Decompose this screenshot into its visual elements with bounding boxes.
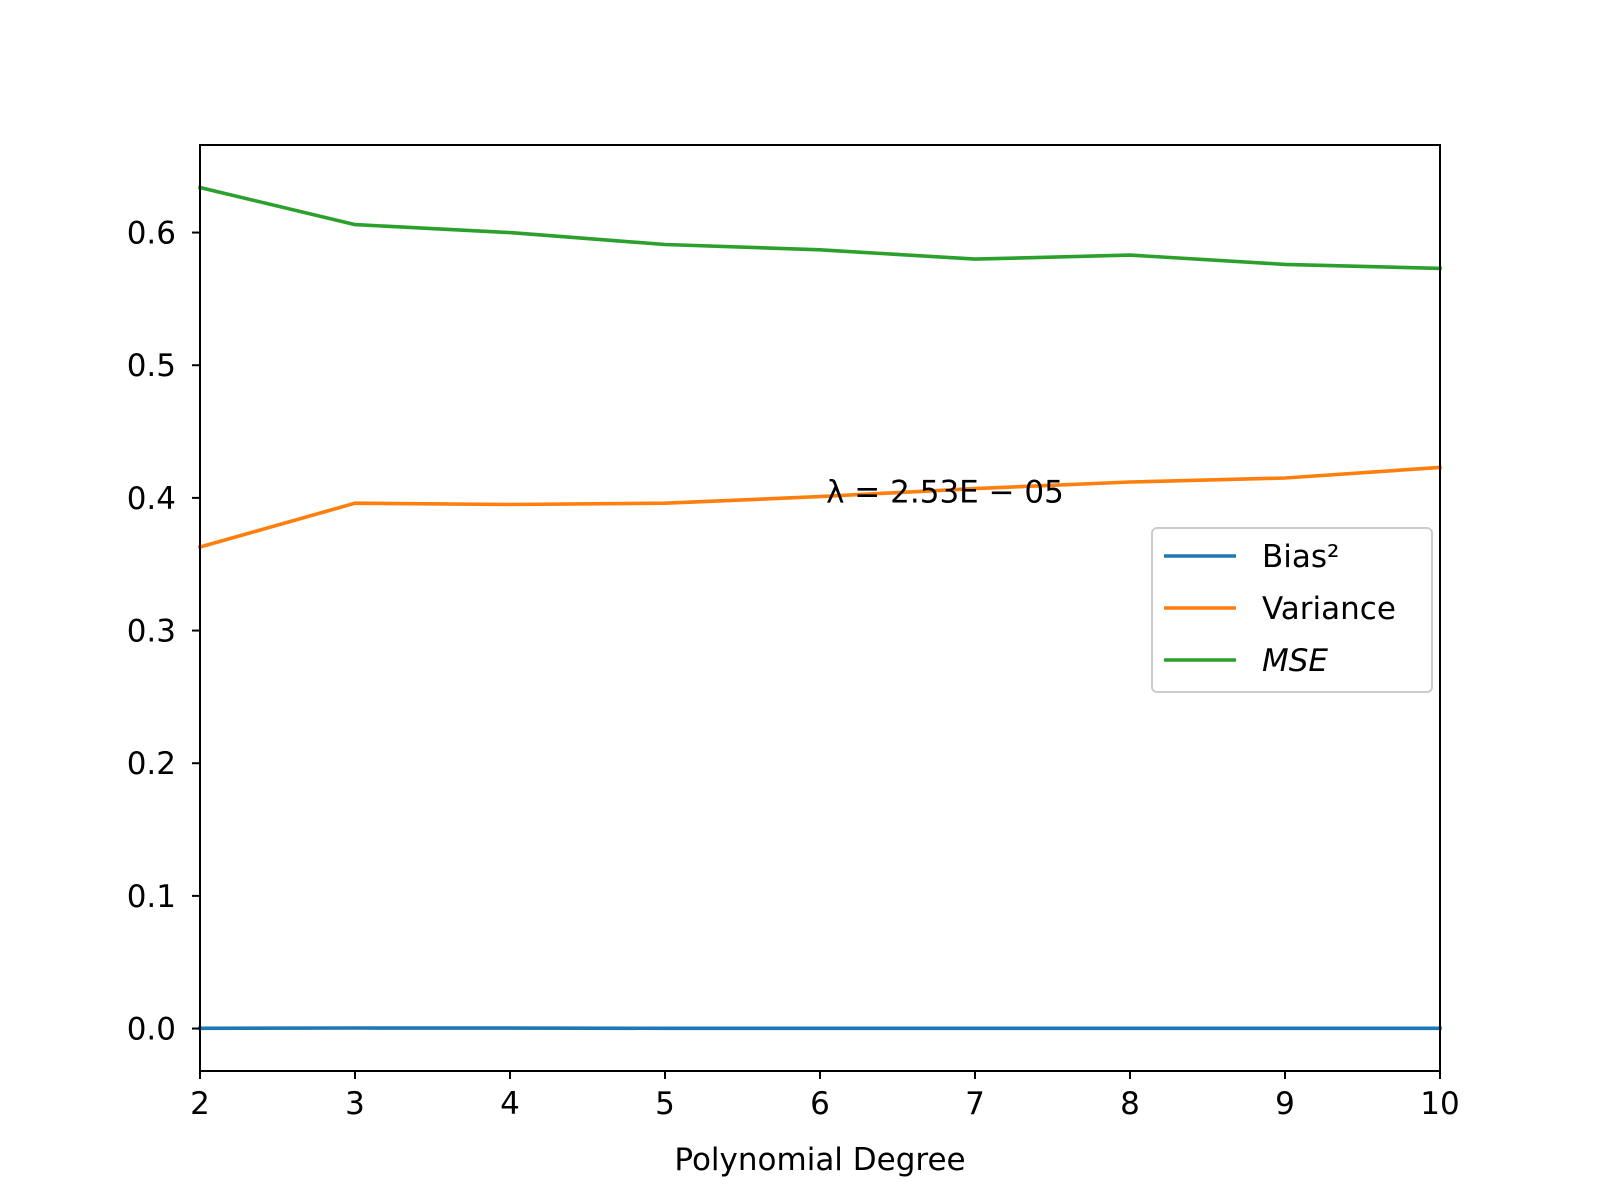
x-tick-label-3: 5 bbox=[655, 1086, 675, 1122]
x-tick-label-2: 4 bbox=[500, 1086, 520, 1122]
legend: Bias² Variance MSE bbox=[1151, 527, 1433, 693]
series-line-2 bbox=[197, 185, 1442, 271]
y-tick-label-6: 0.6 bbox=[127, 216, 176, 252]
y-tick-label-0: 0.0 bbox=[127, 1012, 176, 1048]
legend-label-0: Bias² bbox=[1262, 539, 1339, 575]
x-tick-label-7: 9 bbox=[1275, 1086, 1295, 1122]
lambda-annotation: λ = 2.53E − 05 bbox=[826, 474, 1064, 510]
y-tick-label-1: 0.1 bbox=[127, 879, 176, 915]
y-tick-label-5: 0.5 bbox=[127, 348, 176, 384]
series-line-1 bbox=[197, 465, 1442, 550]
y-tick-label-3: 0.3 bbox=[127, 614, 176, 650]
x-tick-label-0: 2 bbox=[190, 1086, 210, 1122]
x-tick-label-6: 8 bbox=[1120, 1086, 1140, 1122]
axes-layer: 2 3 4 5 6 7 8 9 10 0.0 0.1 0.2 0.3 0.4 0.5 0.6 bbox=[127, 144, 1460, 1122]
legend-box bbox=[1151, 527, 1433, 693]
x-tick-label-4: 6 bbox=[810, 1086, 830, 1122]
y-tick-label-4: 0.4 bbox=[127, 481, 176, 517]
legend-label-2: MSE bbox=[1262, 643, 1328, 679]
x-tick-label-5: 7 bbox=[965, 1086, 985, 1122]
x-axis-title: Polynomial Degree bbox=[674, 1142, 965, 1178]
x-tick-label-1: 3 bbox=[345, 1086, 365, 1122]
series-layer bbox=[197, 185, 1442, 1031]
legend-label-1: Variance bbox=[1262, 591, 1396, 627]
x-tick-label-8: 10 bbox=[1420, 1086, 1459, 1122]
y-tick-label-2: 0.2 bbox=[127, 746, 176, 782]
